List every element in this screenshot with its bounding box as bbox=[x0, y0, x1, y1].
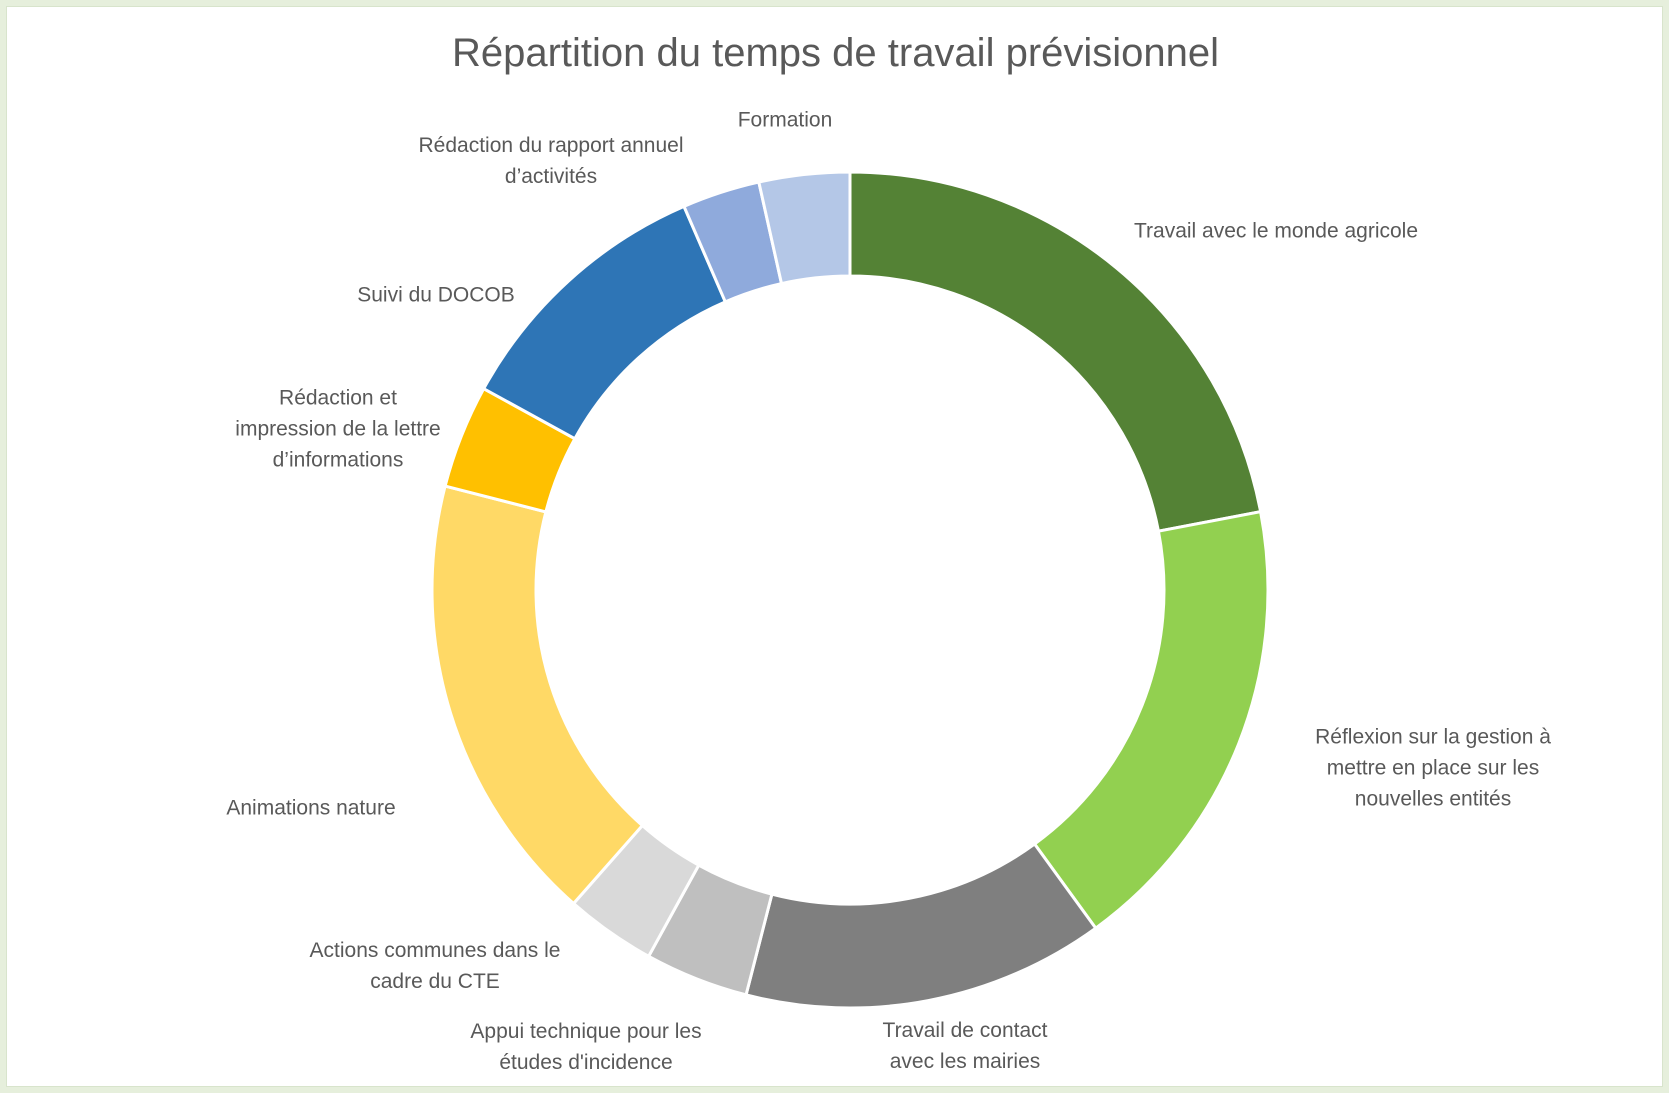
slice-label: Animations nature bbox=[226, 796, 396, 820]
donut-slice bbox=[757, 170, 852, 286]
donut-slice bbox=[1032, 509, 1270, 931]
slice-label: Suivi du DOCOB bbox=[357, 283, 515, 307]
slice-label: Appui technique pour les études d'incide… bbox=[470, 1020, 702, 1074]
slice-label: Rédaction et impression de la lettre d’i… bbox=[235, 386, 441, 472]
slice-label: Réflexion sur la gestion à mettre en pla… bbox=[1315, 725, 1551, 811]
slice-label: Rédaction du rapport annuel d’activités bbox=[418, 134, 684, 188]
donut-slice bbox=[430, 484, 645, 906]
chart-title: Répartition du temps de travail prévisio… bbox=[451, 31, 1220, 75]
donut-slice bbox=[481, 204, 728, 441]
chart: Répartition du temps de travail prévisio… bbox=[6, 6, 1663, 1087]
slice-label: Actions communes dans le cadre du CTE bbox=[309, 939, 561, 993]
donut-plot bbox=[430, 170, 1270, 1010]
donut-slice bbox=[744, 841, 1098, 1010]
slice-label: Travail avec le monde agricole bbox=[1133, 219, 1419, 243]
slice-label: Travail de contact avec les mairies bbox=[882, 1019, 1048, 1073]
slice-label: Formation bbox=[737, 108, 833, 132]
